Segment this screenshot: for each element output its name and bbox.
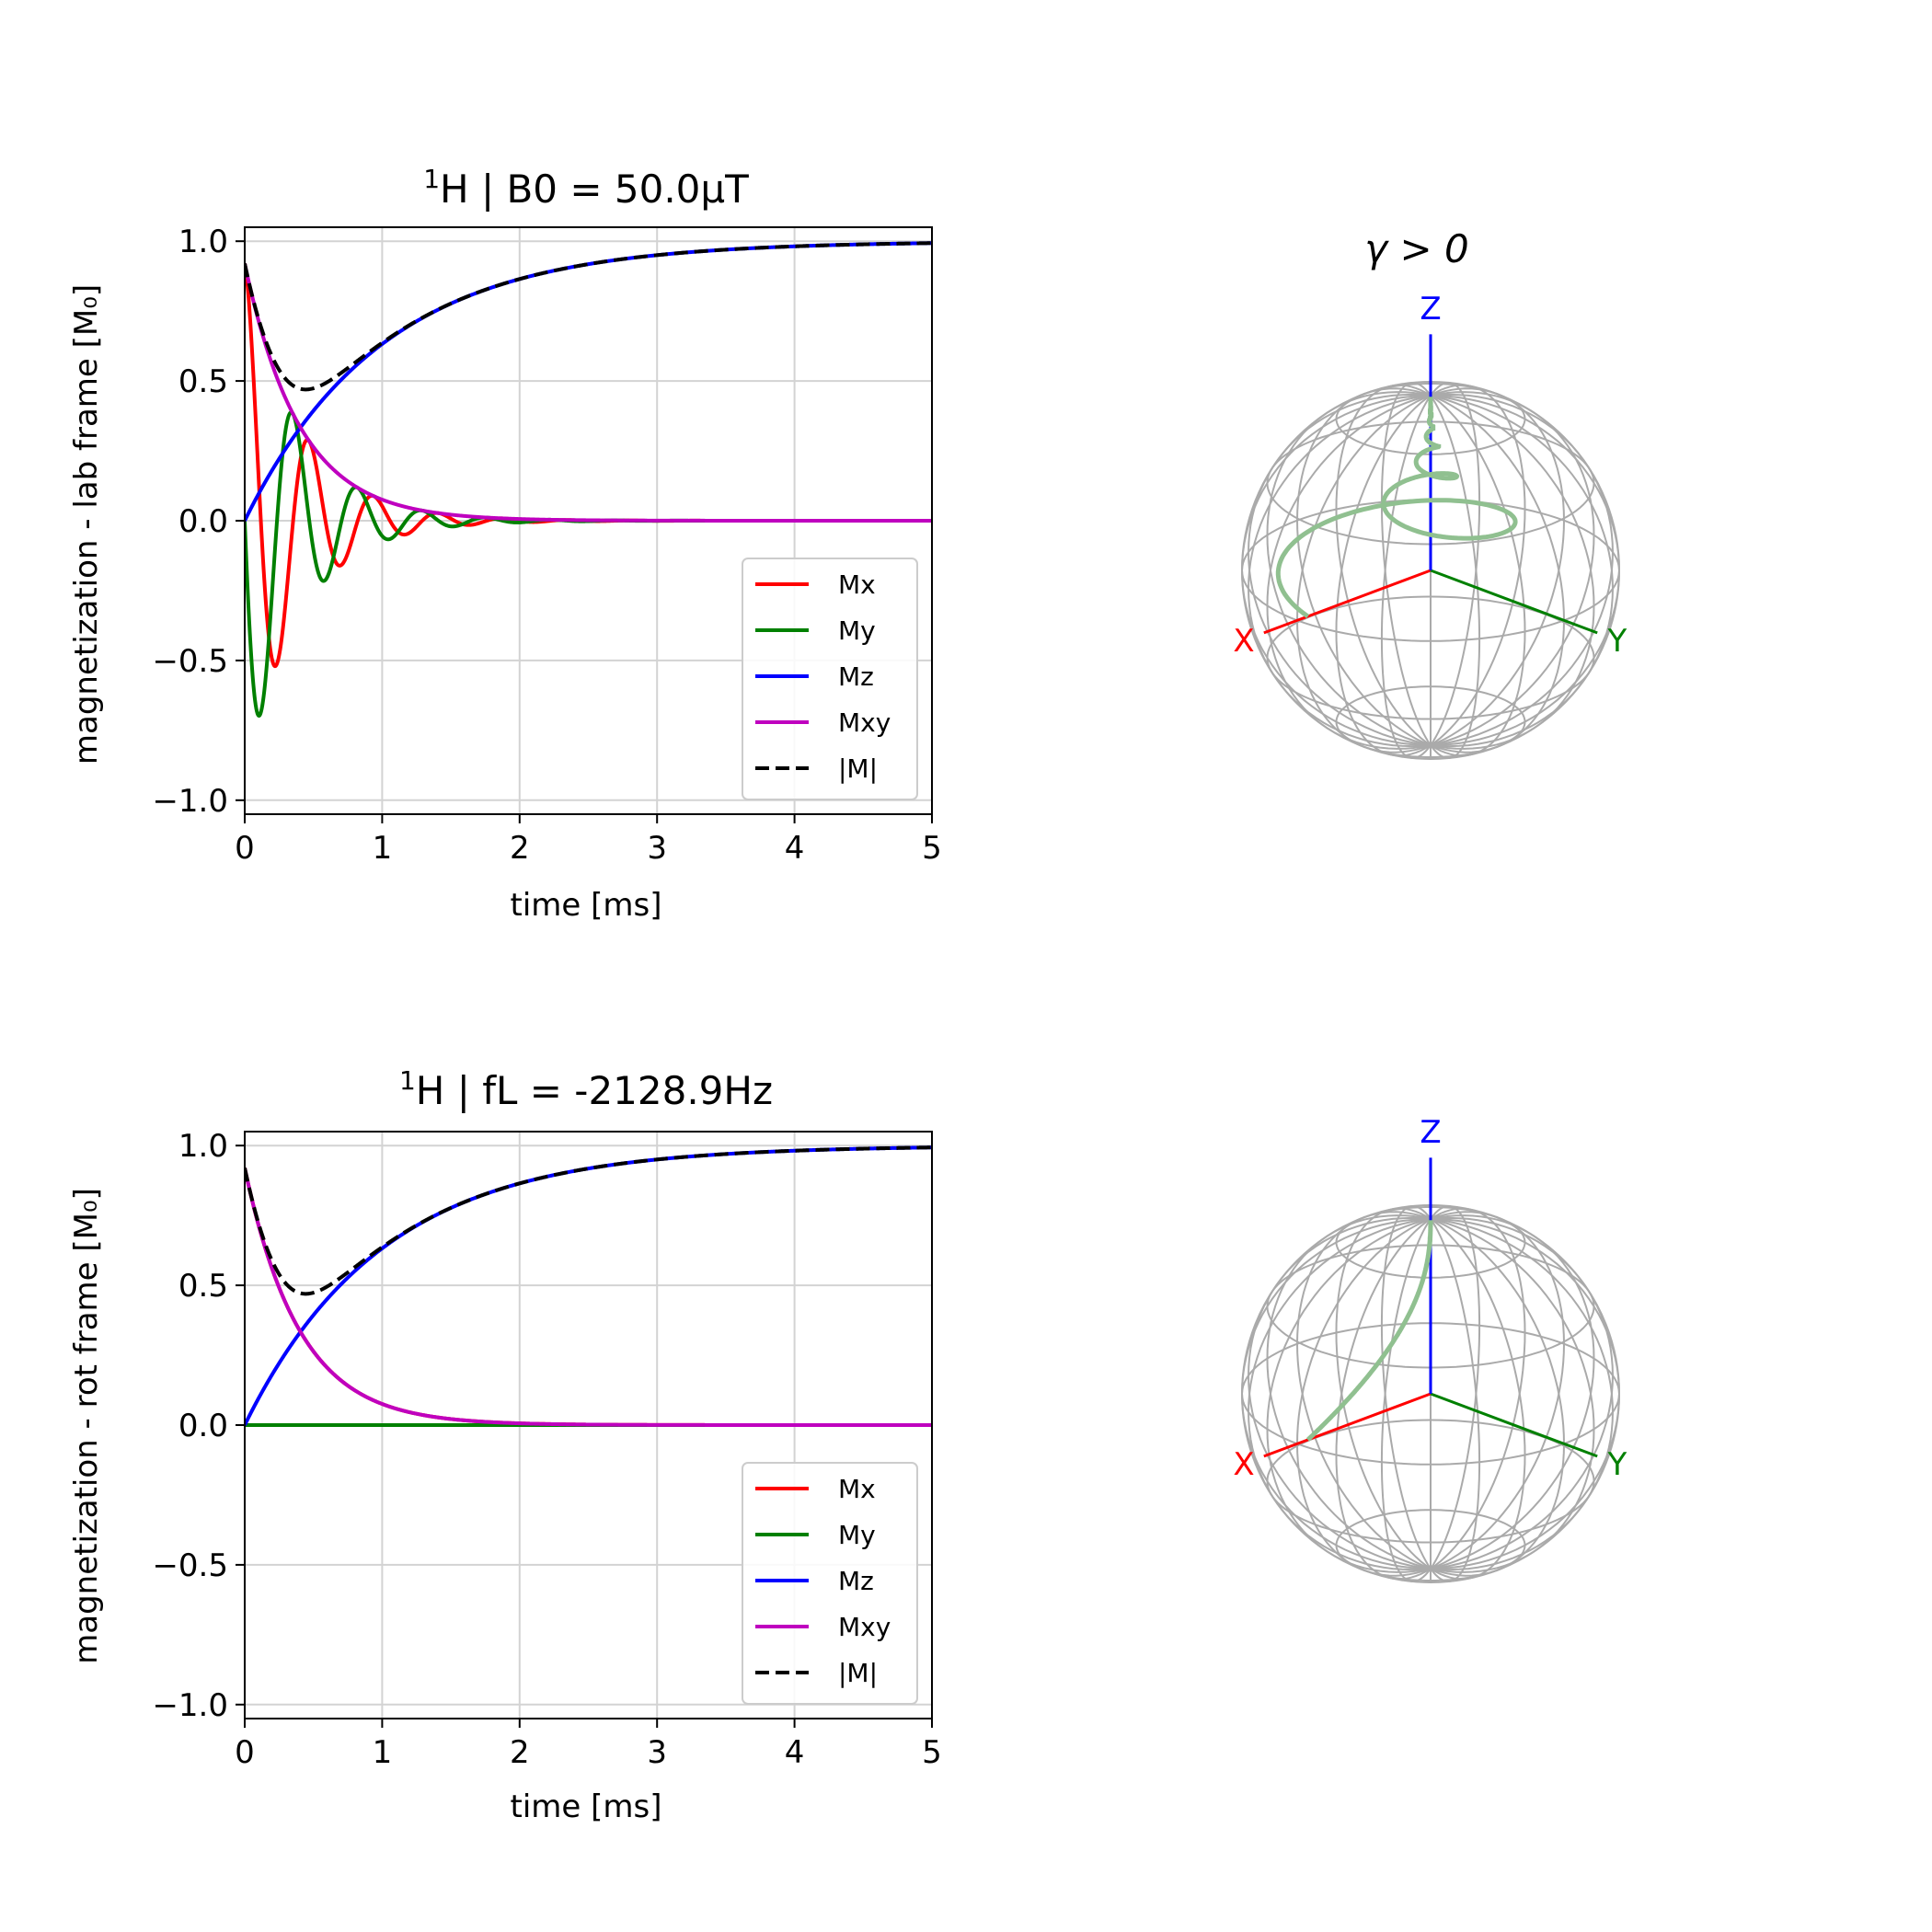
rot-legend-label-mx: Mx xyxy=(838,1474,876,1504)
rot-xtick-label: 5 xyxy=(922,1734,942,1771)
lab-sphere-trajectory xyxy=(1275,397,1518,619)
rot-sphere-axis-label-z: Z xyxy=(1420,1114,1441,1151)
lab-sphere-axis-x xyxy=(1263,569,1432,635)
rot-xtick-label: 2 xyxy=(510,1734,530,1771)
lab-xtick-label: 0 xyxy=(235,830,255,867)
lab-frame-title-rest: H | B0 = 50.0μT xyxy=(440,167,749,212)
rot-ytick-label: −0.5 xyxy=(152,1547,228,1584)
lab-frame-ylabel: magnetization - lab frame [M₀] xyxy=(68,284,105,765)
lab-xtick-label: 3 xyxy=(647,830,667,867)
lab-sphere-axis-label-y: Y xyxy=(1607,623,1627,660)
lab-legend-label-mxy: Mxy xyxy=(838,707,891,738)
lab-frame-title: 1H | B0 = 50.0μT xyxy=(423,164,749,212)
rot-ytick-label: 1.0 xyxy=(178,1128,228,1165)
rot-sphere-axis-label-y: Y xyxy=(1607,1446,1627,1483)
rot-frame-chart: 1H | fL = -2128.9Hz 0 1 2 3 4 5−1.0−0.50.00.5… xyxy=(68,1065,942,1825)
bloch-sphere-lab-drawing: X Y Z xyxy=(1233,291,1627,760)
lab-ytick-label: −1.0 xyxy=(152,783,228,820)
lab-legend-label-m: |M| xyxy=(838,753,878,784)
lab-ytick-label: 0.0 xyxy=(178,503,228,540)
lab-series-m xyxy=(245,241,932,392)
rot-legend-label-mz: Mz xyxy=(838,1566,874,1596)
lab-legend-label-mz: Mz xyxy=(838,661,874,692)
rot-frame-title-rest: H | fL = -2128.9Hz xyxy=(416,1068,773,1113)
bloch-sphere-lab-title: γ > 0 xyxy=(1364,226,1468,271)
lab-ytick-label: 0.5 xyxy=(178,363,228,400)
rot-sphere-axis-label-x: X xyxy=(1233,1446,1254,1483)
bloch-sphere-rot: X Y Z xyxy=(1233,1114,1627,1583)
lab-sphere-parallel xyxy=(1335,685,1526,758)
rot-frame-ylabel: magnetization - rot frame [M₀] xyxy=(68,1188,105,1664)
rot-frame-plot-area: 0 1 2 3 4 5 −1.0 −0.5 0.0 0.5 1.0 Mx My Mz Mxy |M| xyxy=(152,1128,941,1771)
lab-sphere-axis-label-z: Z xyxy=(1420,291,1441,328)
rot-legend-label-mxy: Mxy xyxy=(838,1612,891,1642)
rot-legend-label-my: My xyxy=(838,1520,876,1550)
rot-sphere-parallel xyxy=(1335,1509,1526,1581)
rot-series-m xyxy=(245,1145,932,1296)
rot-sphere-trajectory xyxy=(1305,1220,1433,1442)
rot-frame-title-sup: 1 xyxy=(399,1065,416,1096)
rot-ytick-label: −1.0 xyxy=(152,1687,228,1724)
rot-series-mxy xyxy=(245,1167,932,1427)
lab-sphere-parallel xyxy=(1240,499,1621,642)
rot-sphere-axis-x xyxy=(1263,1392,1432,1458)
rot-xtick-label: 3 xyxy=(647,1734,667,1771)
bloch-sphere-rot-drawing: X Y Z xyxy=(1233,1114,1627,1583)
lab-ytick-label: −0.5 xyxy=(152,643,228,680)
lab-xtick-label: 4 xyxy=(785,830,805,867)
lab-legend-label-mx: Mx xyxy=(838,569,876,600)
rot-xtick-label: 1 xyxy=(373,1734,393,1771)
lab-legend-label-my: My xyxy=(838,615,876,646)
lab-xtick-label: 5 xyxy=(922,830,942,867)
lab-legend: Mx My Mz Mxy |M| xyxy=(742,558,918,800)
lab-sphere-axis-y xyxy=(1430,569,1598,635)
rot-xtick-label: 4 xyxy=(785,1734,805,1771)
lab-frame-plot-area: 0 1 2 3 4 5 −1.0 −0.5 0.0 0.5 1.0 Mx My Mz Mxy |M| xyxy=(152,224,941,867)
lab-series-mxy xyxy=(245,263,932,523)
rot-sphere-parallel xyxy=(1240,1322,1621,1466)
bloch-sphere-lab: γ > 0 X Y Z xyxy=(1233,226,1627,760)
lab-frame-title-sup: 1 xyxy=(423,164,440,194)
rot-ytick-label: 0.0 xyxy=(178,1408,228,1444)
lab-ytick-label: 1.0 xyxy=(178,224,228,260)
rot-ytick-label: 0.5 xyxy=(178,1268,228,1305)
rot-frame-title: 1H | fL = -2128.9Hz xyxy=(399,1065,773,1113)
rot-frame-xlabel: time [ms] xyxy=(511,1788,662,1825)
lab-xtick-label: 2 xyxy=(510,830,530,867)
lab-frame-chart: 1H | B0 = 50.0μT 0 1 2 3 4 5−1.0−0.50.00.51.0… xyxy=(68,164,942,924)
lab-frame-xlabel: time [ms] xyxy=(511,887,662,924)
lab-sphere-axis-label-x: X xyxy=(1233,623,1254,660)
lab-xtick-label: 1 xyxy=(373,830,393,867)
rot-legend: Mx My Mz Mxy |M| xyxy=(742,1462,918,1705)
rot-sphere-axis-y xyxy=(1430,1392,1598,1458)
rot-legend-label-m: |M| xyxy=(838,1658,878,1688)
rot-xtick-label: 0 xyxy=(235,1734,255,1771)
